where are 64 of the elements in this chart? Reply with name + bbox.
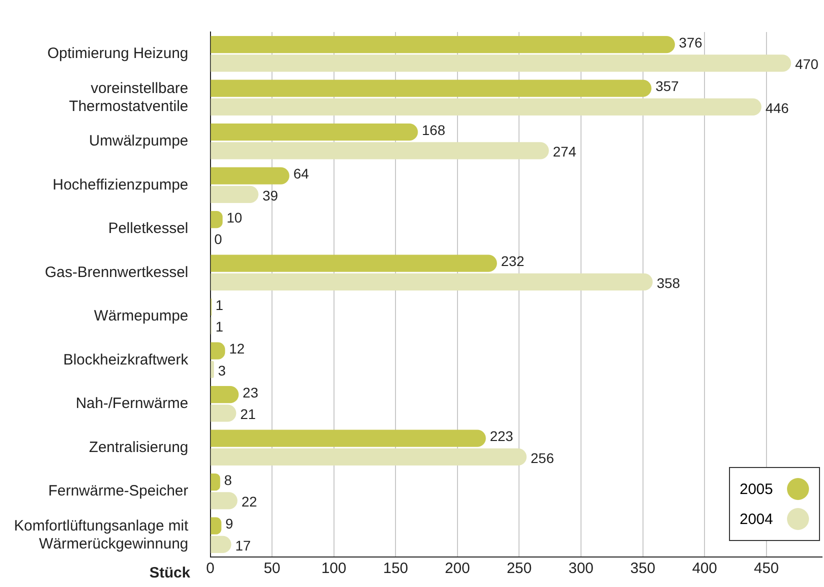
- bar: [210, 386, 239, 404]
- y-tick-label: Hocheffizienzpumpe: [52, 176, 188, 194]
- x-tick-label: 300: [568, 560, 594, 578]
- y-tick-label: Optimierung Heizung: [47, 45, 188, 62]
- x-tick-label: 200: [444, 560, 470, 578]
- y-tick-label: Fernwärme-Speicher: [48, 482, 188, 500]
- data-label: 23: [242, 384, 258, 400]
- bar: [210, 98, 762, 116]
- data-label: 256: [530, 450, 554, 466]
- bar: [210, 54, 792, 72]
- data-label: 232: [500, 253, 525, 270]
- data-label: 223: [490, 428, 514, 444]
- y-tick-label: Pelletkessel: [108, 220, 188, 238]
- data-label: 8: [224, 472, 232, 488]
- bar: [210, 167, 290, 184]
- bar: [210, 273, 653, 290]
- y-tick-label: voreinstellbare Thermostatventile: [69, 80, 188, 115]
- x-tick-label: 150: [383, 560, 408, 578]
- bar: [210, 430, 486, 447]
- data-label: 39: [262, 187, 278, 204]
- data-label: 12: [229, 340, 245, 357]
- data-label: 168: [422, 122, 446, 138]
- bar: [210, 474, 220, 491]
- data-label: 9: [225, 516, 234, 532]
- x-tick-label: 350: [630, 560, 656, 578]
- bar: [210, 124, 418, 141]
- data-label: 446: [765, 100, 790, 116]
- x-tick-label: 400: [692, 560, 718, 578]
- data-label: 3: [218, 362, 226, 378]
- bar: [210, 80, 652, 97]
- data-label: 64: [293, 166, 310, 182]
- bar: [210, 36, 675, 54]
- data-label: 0: [214, 231, 222, 248]
- data-label: 470: [795, 56, 819, 72]
- x-tick-label: 450: [754, 560, 779, 578]
- x-tick-label: 250: [506, 560, 532, 578]
- data-label: 358: [656, 274, 680, 291]
- x-axis-title: Stück: [149, 564, 191, 582]
- y-tick-label: Wärmepumpe: [94, 308, 188, 325]
- data-label: 274: [552, 144, 576, 160]
- data-label: 376: [678, 34, 703, 50]
- y-tick-label: Zentralisierung: [89, 438, 188, 456]
- data-label: 10: [226, 209, 242, 226]
- y-tick-label: Blockheizkraftwerk: [63, 351, 189, 368]
- bar: [210, 254, 497, 272]
- x-tick-label: 100: [321, 560, 346, 578]
- x-tick-label: 0: [206, 560, 214, 578]
- y-tick-label: Komfortlüftungsanlage mit Wärmerückgewinnung: [14, 517, 190, 552]
- legend-label: 2005: [740, 480, 773, 498]
- y-tick-label: Nah-/Fernwärme: [76, 395, 188, 412]
- data-label: 17: [235, 537, 252, 554]
- data-label: 357: [655, 78, 680, 94]
- legend-label: 2004: [740, 510, 773, 528]
- y-tick-label: Gas-Brennwertkessel: [44, 264, 188, 281]
- data-label: 22: [241, 494, 258, 510]
- data-label: 21: [240, 406, 256, 422]
- y-tick-label: Umwälzpumpe: [89, 132, 188, 150]
- bar: [210, 448, 527, 466]
- bar: [210, 186, 258, 203]
- bar: [210, 360, 214, 378]
- x-tick-label: 50: [264, 560, 280, 578]
- data-label: 1: [215, 318, 224, 335]
- bar: [210, 142, 549, 160]
- data-label: 1: [215, 296, 224, 313]
